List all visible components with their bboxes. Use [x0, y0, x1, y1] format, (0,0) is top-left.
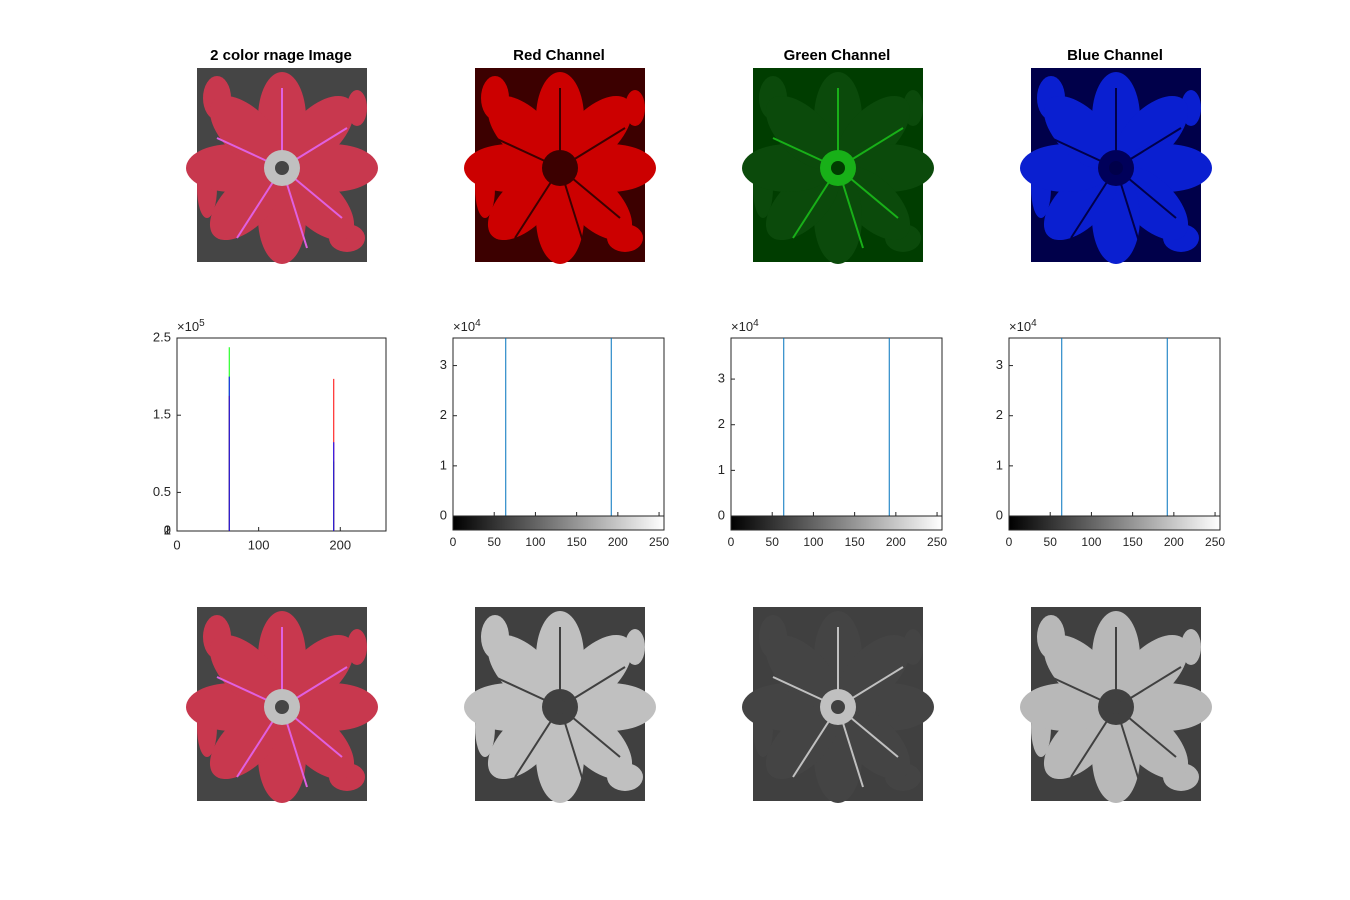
- plot-area: [228, 347, 335, 531]
- y-tick-label: 3: [440, 357, 447, 372]
- y-tick-label: 0: [718, 507, 725, 522]
- x-tick-label: 150: [1123, 535, 1143, 549]
- y-tick-label: 2: [440, 407, 447, 422]
- y-tick-label: 3: [996, 357, 1003, 372]
- plot-area: [1061, 338, 1168, 516]
- x-tick-label: 50: [1044, 535, 1058, 549]
- y-multiplier-base: ×10: [731, 319, 753, 334]
- x-tick-label: 50: [766, 535, 780, 549]
- axes-box: [176, 337, 387, 532]
- y-multiplier-base: ×10: [1009, 319, 1031, 334]
- x-tick-label: 50: [488, 535, 502, 549]
- y-tick-label: 1: [718, 462, 725, 477]
- y-tick-label: 3: [718, 371, 725, 386]
- plot-area: [505, 338, 612, 516]
- axes-box: [730, 337, 943, 517]
- image-title: Blue Channel: [1067, 47, 1163, 64]
- color-image: [186, 607, 378, 803]
- x-tick-label: 100: [803, 535, 823, 549]
- x-tick-label: 100: [248, 537, 270, 552]
- image-title: Red Channel: [513, 47, 605, 64]
- blue-image: [1020, 68, 1212, 264]
- x-tick-label: 200: [886, 535, 906, 549]
- x-tick-label: 200: [608, 535, 628, 549]
- x-tick-label: 250: [1205, 535, 1225, 549]
- y-tick-label: 1: [164, 522, 171, 537]
- y-multiplier-base: ×10: [177, 319, 199, 334]
- x-tick-label: 150: [567, 535, 587, 549]
- y-multiplier-exponent: 4: [1031, 318, 1037, 329]
- x-tick-label: 250: [649, 535, 669, 549]
- y-tick-label: 1.5: [153, 407, 171, 422]
- y-multiplier: ×104: [453, 318, 481, 335]
- x-tick-label: 0: [1006, 535, 1013, 549]
- gray-image: [464, 607, 656, 803]
- y-multiplier-exponent: 4: [753, 318, 759, 329]
- axes-box: [452, 337, 665, 517]
- color-image: [186, 68, 378, 264]
- colorbar: [1008, 515, 1221, 531]
- x-tick-label: 100: [525, 535, 545, 549]
- y-multiplier-base: ×10: [453, 319, 475, 334]
- y-tick-label: 2.5: [153, 329, 171, 344]
- x-tick-label: 100: [1081, 535, 1101, 549]
- y-multiplier: ×105: [177, 318, 205, 335]
- y-tick-label: 0: [996, 507, 1003, 522]
- image-title: Green Channel: [784, 47, 891, 64]
- green-image: [742, 68, 934, 264]
- axes-box: [1008, 337, 1221, 517]
- y-multiplier: ×104: [731, 318, 759, 335]
- plot-area: [783, 338, 890, 516]
- y-tick-label: 2: [718, 416, 725, 431]
- colorbar: [730, 515, 943, 531]
- y-multiplier-exponent: 4: [475, 318, 481, 329]
- x-tick-label: 0: [173, 537, 180, 552]
- y-tick-label: 1: [996, 457, 1003, 472]
- y-tick-label: 0.5: [153, 484, 171, 499]
- y-multiplier: ×104: [1009, 318, 1037, 335]
- y-multiplier-exponent: 5: [199, 318, 205, 329]
- x-tick-label: 250: [927, 535, 947, 549]
- y-tick-label: 2: [164, 522, 171, 537]
- y-tick-label: 2: [996, 407, 1003, 422]
- x-tick-label: 200: [1164, 535, 1184, 549]
- gray-image: [742, 607, 934, 803]
- x-tick-label: 200: [329, 537, 351, 552]
- gray-image: [1020, 607, 1212, 803]
- colorbar: [452, 515, 665, 531]
- y-tick-label: 0: [440, 507, 447, 522]
- y-tick-label: 0: [164, 522, 171, 537]
- image-title: 2 color rnage Image: [210, 47, 352, 64]
- x-tick-label: 150: [845, 535, 865, 549]
- x-tick-label: 0: [450, 535, 457, 549]
- y-tick-label: 1: [440, 457, 447, 472]
- red-image: [464, 68, 656, 264]
- x-tick-label: 0: [728, 535, 735, 549]
